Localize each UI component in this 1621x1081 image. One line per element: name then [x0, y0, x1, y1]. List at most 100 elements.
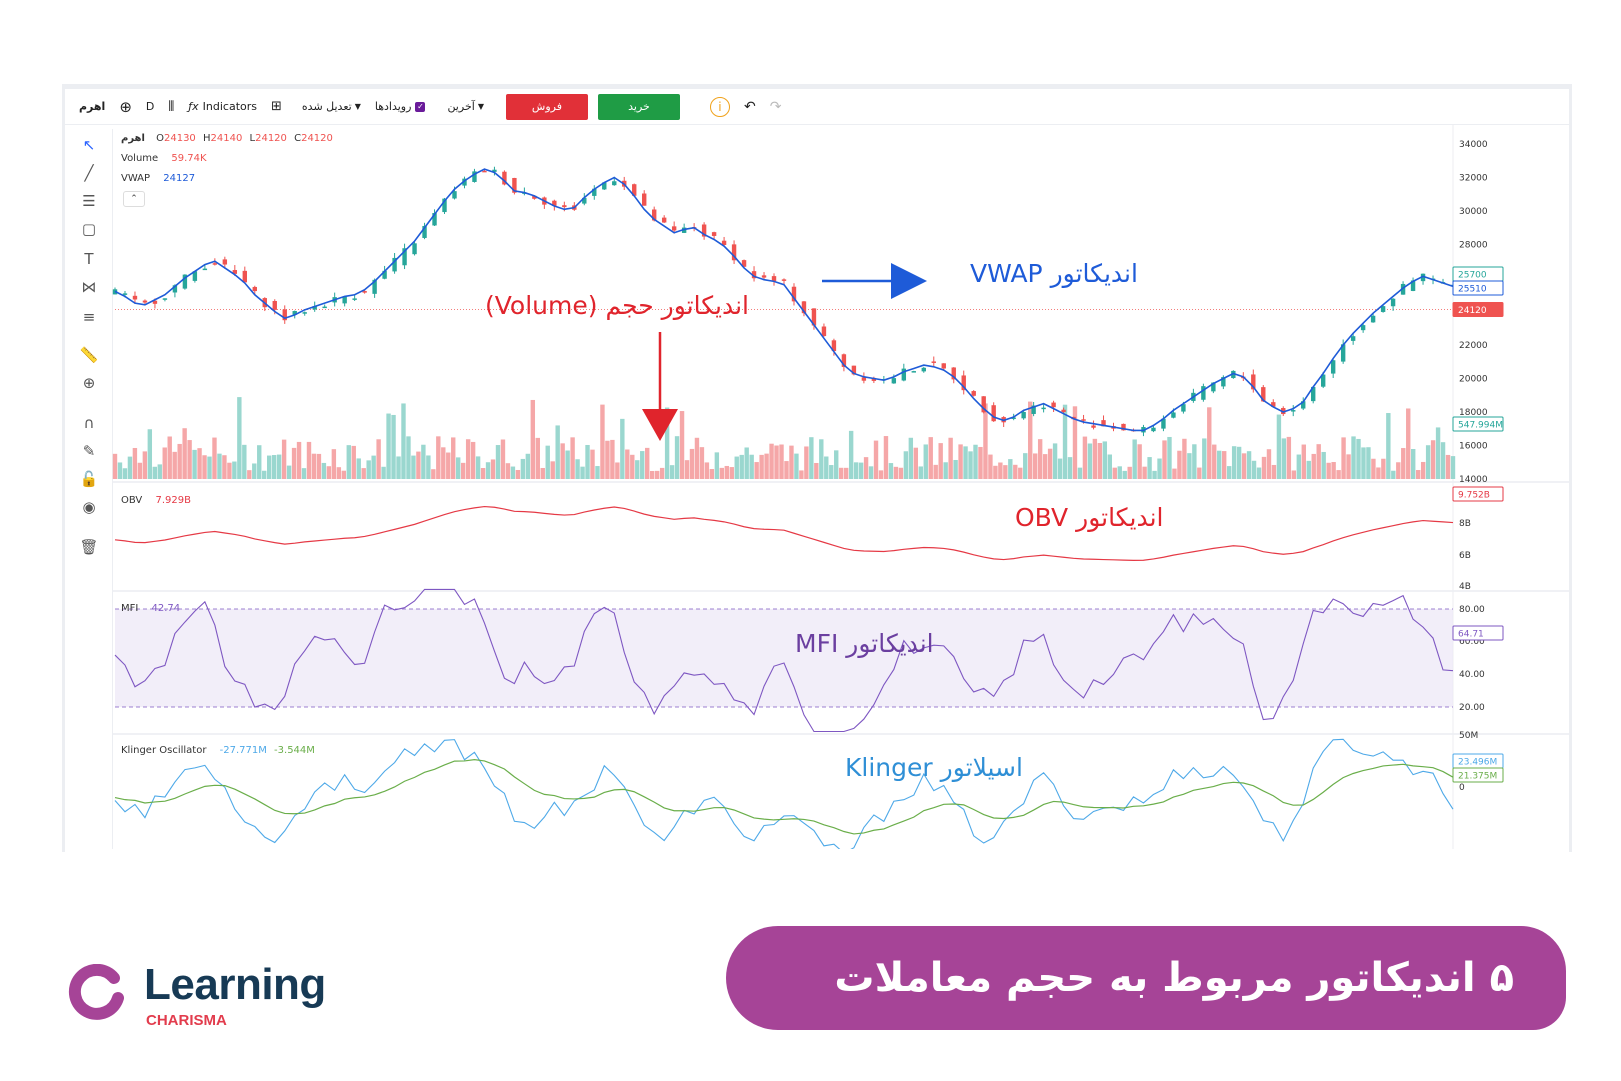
candle-body [671, 226, 677, 231]
volume-bar [162, 447, 167, 479]
redo-icon[interactable]: ↷ [769, 98, 782, 115]
vwap-legend: VWAP 24127 [121, 173, 195, 184]
volume-bar [699, 447, 705, 479]
candle-body [851, 365, 857, 375]
candle-body [382, 270, 387, 279]
mfi-tick-label: 40.00 [1459, 670, 1485, 680]
text-icon[interactable]: T [84, 250, 94, 268]
ruler-icon[interactable]: 📏 [79, 346, 99, 364]
volume-bar [958, 444, 963, 479]
volume-bar [848, 430, 854, 479]
cursor-icon[interactable]: ↖ [82, 136, 96, 154]
volume-bar [1013, 464, 1018, 479]
candle-body [841, 354, 847, 367]
volume-bar [1042, 454, 1048, 479]
volume-bar [719, 467, 725, 479]
volume-bar [192, 449, 197, 479]
symbol-legend: اهرم O24130 H24140 L24120 C24120 [121, 133, 333, 144]
volume-bar [167, 436, 172, 479]
trash-icon[interactable]: 🗑 [79, 538, 99, 556]
candle-body [1081, 419, 1086, 421]
volume-bar [1371, 458, 1376, 479]
pattern-icon[interactable]: ⋈ [81, 278, 97, 296]
volume-bar [1207, 407, 1212, 479]
indicators-button[interactable]: ƒx Indicators [188, 94, 257, 120]
volume-bar [853, 462, 859, 479]
candle-body [132, 295, 138, 300]
trend-line-icon[interactable]: ╱ [84, 164, 94, 182]
volume-bar [789, 445, 794, 479]
volume-bar [1411, 449, 1416, 479]
volume-bar [759, 454, 764, 479]
magnet-icon[interactable]: ∩ [83, 414, 95, 432]
volume-bar [331, 449, 337, 479]
layout-grid-icon[interactable]: ⊞ [271, 99, 282, 114]
volume-bar [1202, 438, 1207, 479]
klinger-legend: Klinger Oscillator -27.771M -3.544M [121, 745, 315, 756]
candle-body [322, 306, 327, 309]
pencil-lock-icon[interactable]: ✎ [82, 442, 96, 460]
volume-bar [1261, 456, 1267, 479]
undo-icon[interactable]: ↶ [743, 98, 756, 115]
volume-arrow-head [642, 409, 678, 441]
volume-bar [227, 462, 232, 479]
volume-bar [296, 441, 302, 479]
candle-body [402, 248, 407, 266]
volume-bar [485, 462, 491, 479]
price-tick-label: 28000 [1459, 241, 1488, 251]
volume-bar [595, 466, 600, 479]
mfi-label: MFI [121, 603, 139, 614]
volume-bar [1157, 458, 1162, 479]
volume-bar [336, 467, 342, 479]
volume-bar [520, 458, 526, 479]
zoom-icon[interactable]: ⊕ [82, 374, 96, 392]
volume-bar [744, 447, 749, 479]
volume-bar [456, 457, 461, 479]
fibonacci-icon[interactable]: ≡ [82, 308, 96, 326]
annotation-vwap: اندیکاتور VWAP [970, 259, 1138, 288]
volume-bar [127, 456, 133, 479]
events-toggle[interactable]: رویدادها ✓ [375, 94, 426, 120]
volume-bar [421, 444, 426, 479]
candle-body [252, 286, 257, 292]
obv-tick-label: 6B [1459, 551, 1471, 561]
checkbox-icon[interactable]: ✓ [415, 101, 426, 112]
eye-icon[interactable]: ◉ [82, 498, 96, 516]
volume-bar [137, 462, 143, 479]
obv-value: 7.929B [155, 495, 191, 506]
candle-body [731, 244, 737, 261]
candle-body [791, 286, 797, 302]
adjusted-dropdown[interactable]: تعدیل شده ▼ [302, 94, 361, 120]
rectangle-icon[interactable]: ▢ [81, 220, 97, 238]
volume-bar [804, 446, 809, 479]
volume-bar [1062, 404, 1068, 479]
volume-bar [396, 456, 401, 479]
price-tick-label: 18000 [1459, 408, 1488, 418]
symbol-name[interactable]: اهرم [79, 100, 106, 113]
sell-button[interactable]: فروش [505, 93, 588, 120]
volume-bar [1217, 450, 1222, 479]
volume-bar [1177, 450, 1182, 479]
volume-bar [1132, 439, 1137, 479]
lock-icon[interactable]: 🔓 [79, 470, 99, 488]
buy-button[interactable]: خرید [597, 93, 680, 120]
add-symbol-icon[interactable]: ⊕ [119, 97, 132, 116]
latest-dropdown[interactable]: آخرین ▼ [447, 94, 484, 120]
chart-area[interactable]: 3400032000300002800026000240002200020000… [65, 89, 1569, 849]
volume-bar [1425, 445, 1431, 479]
collapse-legend-button[interactable]: ⌃ [123, 191, 145, 207]
candle-body [711, 232, 717, 236]
candle-body [152, 300, 158, 304]
volume-bar [495, 445, 501, 479]
volume-bar [122, 468, 128, 479]
volume-bar [132, 447, 138, 479]
candles-icon[interactable]: ⫴ [168, 98, 175, 115]
volume-bar [475, 456, 481, 479]
volume-bar [729, 467, 734, 479]
volume-bar [714, 452, 720, 479]
candle-body [442, 198, 447, 213]
interval-button[interactable]: D [145, 100, 155, 113]
info-icon[interactable]: i [709, 96, 730, 117]
candle-body [1281, 408, 1286, 415]
horizontal-lines-icon[interactable]: ☰ [82, 192, 96, 210]
